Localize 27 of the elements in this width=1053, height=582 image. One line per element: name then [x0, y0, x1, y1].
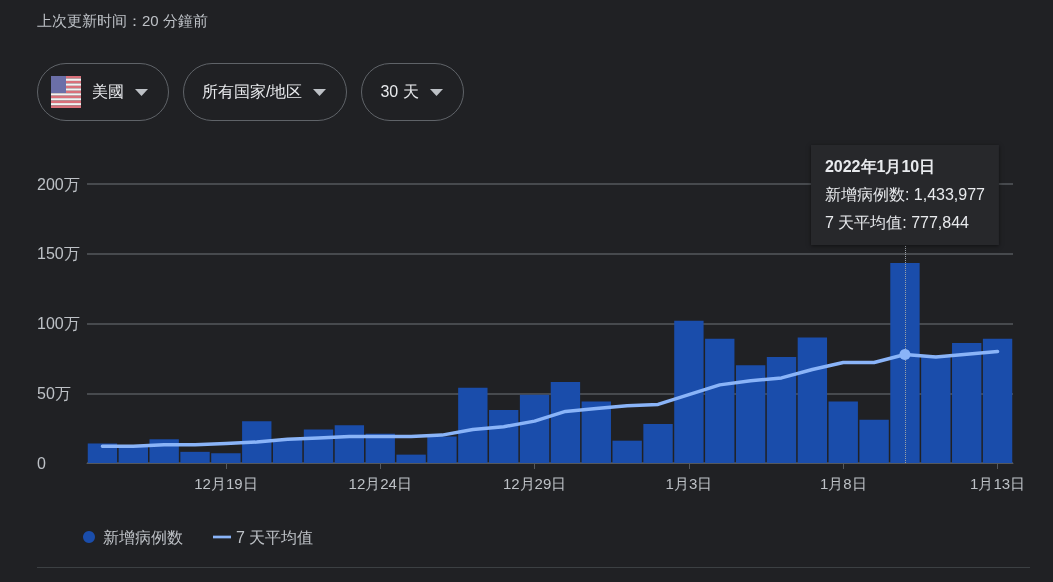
x-tick-label: 12月24日: [348, 475, 412, 492]
y-tick-label: 200万: [37, 175, 80, 193]
bar: [519, 394, 550, 463]
bar: [550, 382, 581, 463]
y-tick-label: 100万: [37, 315, 80, 332]
x-tick-label: 1月3日: [665, 475, 713, 492]
text: 2022年1月10日: [824, 157, 937, 177]
y-tick-label: 150万: [37, 245, 80, 263]
annotation: 7 天平均值: 777,844: [824, 213, 970, 233]
legend-label: 7 天平均值: [236, 528, 314, 546]
bar: [797, 337, 828, 463]
x-tick-label: 1月13日: [970, 475, 1026, 492]
y-tick-label: 0: [37, 454, 46, 472]
bar: [766, 356, 797, 463]
bar: [272, 439, 303, 463]
bar: [334, 425, 365, 463]
x-tick-label: 12月19日: [194, 475, 258, 492]
x-tick-label: 12月29日: [502, 475, 567, 492]
annotation: 新增病例数: 1,433,977: [824, 185, 985, 205]
line-series: [100, 348, 1000, 449]
text: 上次更新时间：20 分鐘前: [37, 12, 208, 31]
bar: [982, 338, 1013, 463]
x-tick-label: 1月8日: [819, 475, 867, 492]
y-tick-label: 50万: [37, 384, 71, 402]
legend-label: 新增病例数: [103, 528, 183, 546]
bar: [735, 365, 766, 463]
bar: [87, 443, 118, 463]
